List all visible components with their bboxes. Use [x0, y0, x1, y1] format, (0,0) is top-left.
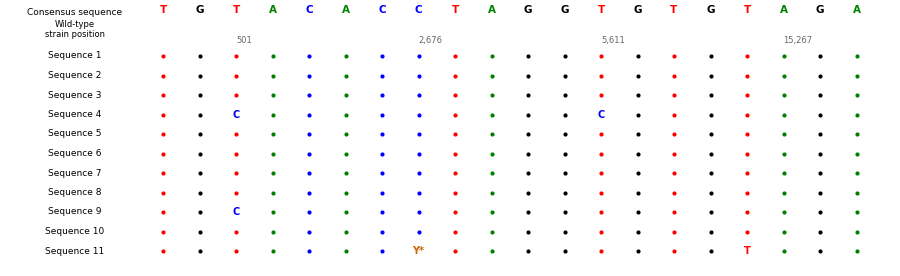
Text: T: T [743, 246, 751, 256]
Text: T: T [743, 5, 751, 15]
Text: A: A [852, 5, 860, 15]
Text: G: G [560, 5, 569, 15]
Text: Wild-type
strain position: Wild-type strain position [45, 20, 104, 39]
Text: Sequence 9: Sequence 9 [48, 208, 102, 216]
Text: T: T [670, 5, 678, 15]
Text: A: A [779, 5, 788, 15]
Text: C: C [378, 5, 386, 15]
Text: Y*: Y* [412, 246, 425, 256]
Text: T: T [598, 5, 605, 15]
Text: Sequence 7: Sequence 7 [48, 169, 102, 177]
Text: Sequence 4: Sequence 4 [48, 110, 102, 119]
Text: T: T [232, 5, 239, 15]
Text: G: G [706, 5, 715, 15]
Text: G: G [524, 5, 532, 15]
Text: Sequence 5: Sequence 5 [48, 129, 102, 139]
Text: T: T [159, 5, 166, 15]
Text: A: A [341, 5, 349, 15]
Text: Sequence 2: Sequence 2 [48, 71, 102, 80]
Text: C: C [415, 5, 422, 15]
Text: C: C [232, 207, 239, 217]
Text: C: C [305, 5, 313, 15]
Text: G: G [815, 5, 824, 15]
Text: Sequence 3: Sequence 3 [48, 91, 102, 100]
Text: 2,676: 2,676 [418, 36, 443, 45]
Text: G: G [195, 5, 203, 15]
Text: Consensus sequence: Consensus sequence [27, 8, 122, 17]
Text: Sequence 11: Sequence 11 [45, 246, 104, 256]
Text: 501: 501 [236, 36, 252, 45]
Text: Sequence 8: Sequence 8 [48, 188, 102, 197]
Text: Sequence 6: Sequence 6 [48, 149, 102, 158]
Text: C: C [598, 110, 605, 120]
Text: C: C [232, 110, 239, 120]
Text: T: T [452, 5, 459, 15]
Text: A: A [268, 5, 276, 15]
Text: A: A [488, 5, 496, 15]
Text: Sequence 10: Sequence 10 [45, 227, 104, 236]
Text: G: G [634, 5, 642, 15]
Text: 5,611: 5,611 [601, 36, 625, 45]
Text: Sequence 1: Sequence 1 [48, 52, 102, 60]
Text: 15,267: 15,267 [784, 36, 813, 45]
